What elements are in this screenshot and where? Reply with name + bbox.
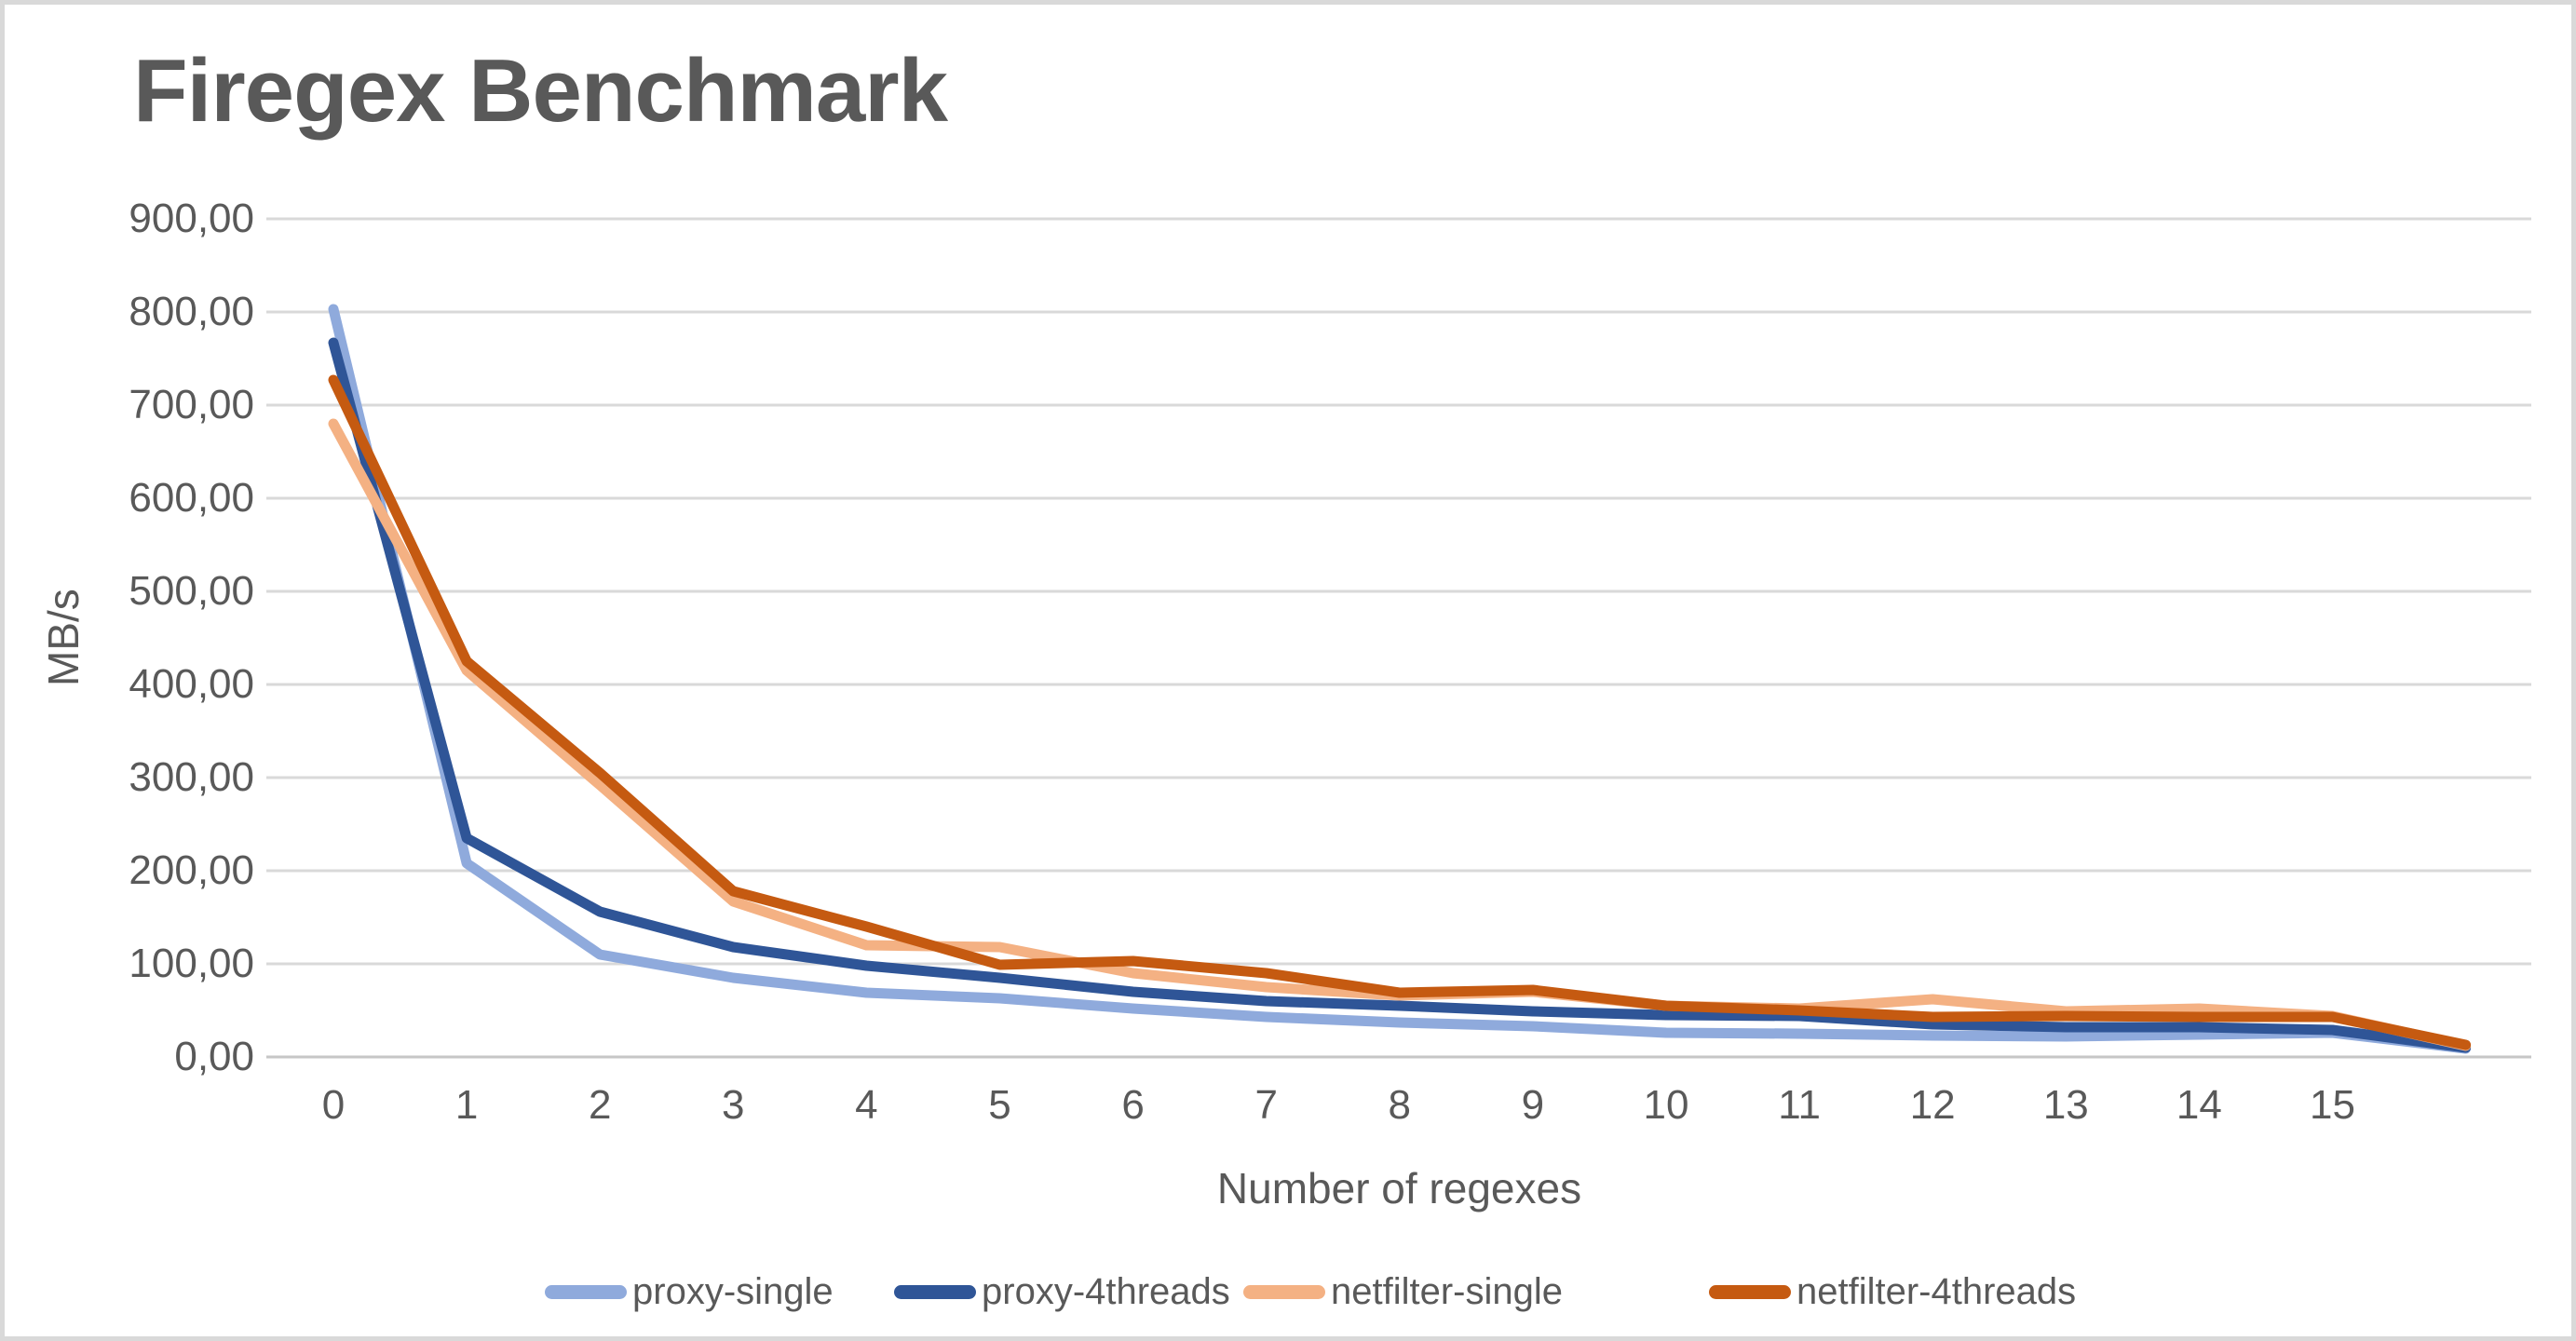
y-tick-label: 300,00: [129, 754, 254, 800]
plot-area: [266, 217, 2531, 1059]
legend-item-proxy-4threads: proxy-4threads: [894, 1264, 1230, 1320]
y-tick-label: 400,00: [129, 661, 254, 707]
chart-title: Firegex Benchmark: [133, 41, 948, 141]
x-tick-label: 9: [1521, 1082, 1545, 1128]
series-line-proxy-single: [328, 304, 2472, 1054]
y-tick-label: 600,00: [129, 475, 254, 521]
series-line-netfilter-4threads: [328, 374, 2472, 1050]
legend-swatch-netfilter-4threads: [1709, 1284, 1791, 1299]
y-tick-label: 800,00: [129, 289, 254, 334]
legend-swatch-proxy-single: [545, 1284, 627, 1299]
x-tick-label: 1: [454, 1082, 479, 1128]
x-tick-label: 2: [588, 1082, 612, 1128]
legend-swatch-proxy-4threads: [894, 1284, 976, 1299]
legend: proxy-single proxy-4threads netfilter-si…: [5, 1264, 2571, 1320]
y-tick-label: 900,00: [129, 196, 254, 241]
series-line-netfilter-single: [328, 418, 2472, 1051]
x-tick-label: 5: [988, 1082, 1011, 1128]
x-tick-label: 6: [1121, 1082, 1145, 1128]
x-tick-label: 13: [2042, 1082, 2089, 1128]
x-tick-label: 11: [1778, 1082, 1821, 1128]
x-tick-label: 3: [722, 1082, 745, 1128]
y-tick-label: 100,00: [129, 941, 254, 986]
legend-item-netfilter-single: netfilter-single: [1243, 1264, 1563, 1320]
x-axis-title: Number of regexes: [1216, 1164, 1582, 1212]
y-axis-title: MB/s: [39, 589, 88, 687]
legend-label: proxy-single: [632, 1270, 834, 1312]
x-tick-label: 4: [855, 1082, 878, 1128]
x-tick-label: 12: [1909, 1082, 1956, 1128]
x-tick-label: 7: [1254, 1082, 1278, 1128]
series-line-proxy-4threads: [328, 337, 2472, 1053]
y-tick-label: 0,00: [174, 1034, 254, 1079]
x-tick-label: 8: [1388, 1082, 1412, 1128]
x-tick-label: 14: [2176, 1082, 2222, 1128]
y-tick-label: 700,00: [129, 382, 254, 427]
legend-item-proxy-single: proxy-single: [545, 1264, 834, 1320]
legend-swatch-netfilter-single: [1243, 1284, 1325, 1299]
legend-label: proxy-4threads: [982, 1270, 1230, 1312]
x-tick-label: 15: [2310, 1082, 2355, 1128]
legend-label: netfilter-4threads: [1796, 1270, 2077, 1312]
legend-item-netfilter-4threads: netfilter-4threads: [1709, 1264, 2076, 1320]
legend-label: netfilter-single: [1331, 1270, 1564, 1312]
x-tick-label: 10: [1643, 1082, 1689, 1128]
y-tick-label: 500,00: [129, 568, 254, 614]
x-tick-label: 0: [321, 1082, 346, 1128]
y-tick-label: 200,00: [129, 847, 254, 893]
